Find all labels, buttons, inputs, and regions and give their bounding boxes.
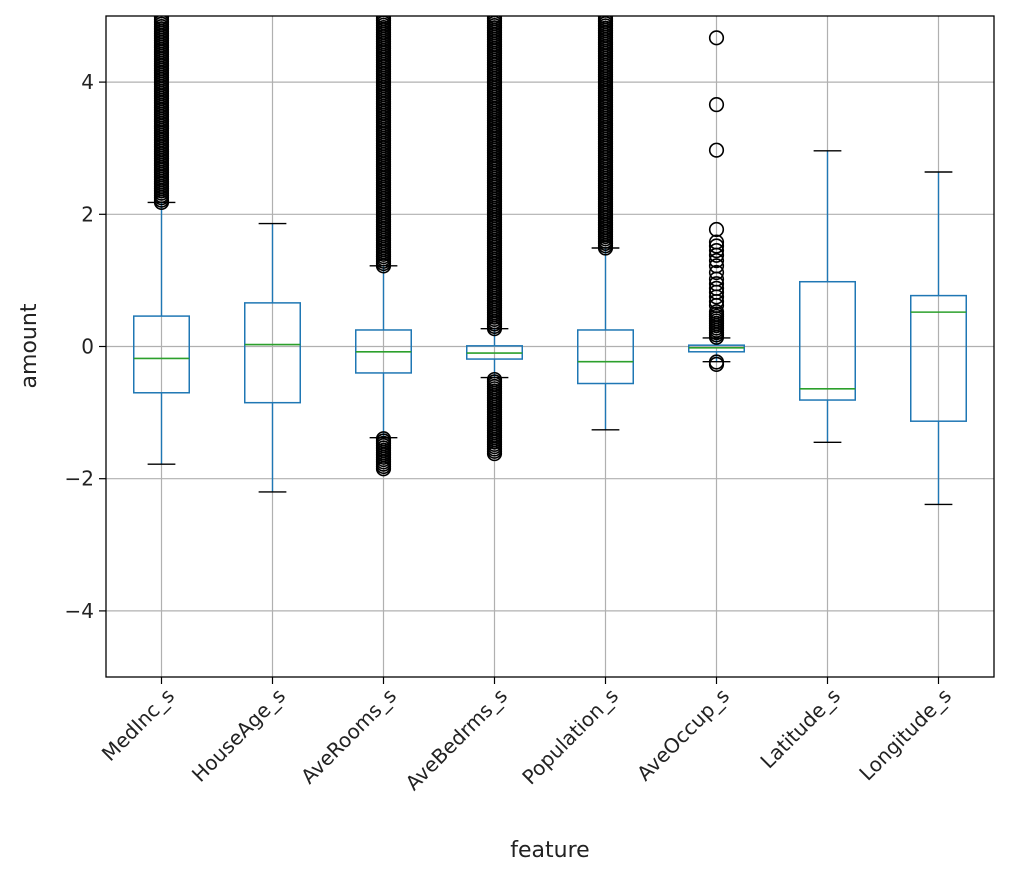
box-latitude-s (799, 280, 856, 401)
outlier-aveoccup-s (708, 297, 725, 314)
grid-layer (106, 16, 994, 677)
y-axis-label: amount (17, 303, 42, 388)
x-tick-label-medinc-s: MedInc_s (97, 684, 179, 766)
y-tick-label: 2 (81, 202, 94, 226)
x-tick-label-aveoccup-s: AveOccup_s (632, 684, 734, 786)
outlier-aveoccup-s (708, 142, 725, 158)
tick-layer: −4 −2 0 2 4 MedInc_s HouseAge_s AveRooms_s AveBe… (65, 70, 957, 795)
box-longitude-s (910, 294, 967, 422)
x-axis-label: feature (510, 838, 589, 863)
outlier-aveoccup-s (708, 30, 725, 46)
outlier-aveoccup-s (708, 354, 725, 370)
outlier-aveoccup-s (708, 304, 725, 320)
x-tick-label-avebedrms-s: AveBedrms_s (401, 684, 512, 795)
outlier-aveoccup-s (708, 243, 725, 259)
x-tick-label-population-s: Population_s (517, 684, 623, 790)
outlier-avebedrms-s (486, 371, 503, 388)
outlier-aveoccup-s (708, 96, 725, 113)
outlier-medinc-s (153, 16, 170, 25)
outlier-aveoccup-s (708, 293, 725, 310)
box-population-s (577, 329, 634, 385)
y-tick-label: 0 (81, 335, 94, 359)
outlier-aveoccup-s (708, 264, 725, 281)
x-tick-label-houseage-s: HouseAge_s (187, 684, 290, 787)
outlier-aveoccup-s (708, 238, 725, 254)
x-tick-label-longitude-s: Longitude_s (854, 684, 956, 786)
y-tick-label: 4 (81, 70, 94, 94)
box-medinc-s (133, 315, 190, 394)
outlier-aveoccup-s (708, 221, 725, 238)
outlier-averooms-s (375, 431, 392, 447)
box-houseage-s (244, 302, 301, 404)
y-tick-label: −4 (65, 599, 94, 623)
outlier-population-s (597, 16, 614, 25)
outlier-averooms-s (375, 16, 392, 24)
x-tick-label-latitude-s: Latitude_s (755, 684, 845, 774)
y-tick-label: −2 (65, 467, 94, 491)
outlier-aveoccup-s (708, 252, 725, 269)
outlier-aveoccup-s (708, 247, 725, 263)
outlier-aveoccup-s (708, 289, 725, 305)
x-tick-label-averooms-s: AveRooms_s (296, 684, 401, 789)
plot-area (133, 16, 967, 506)
